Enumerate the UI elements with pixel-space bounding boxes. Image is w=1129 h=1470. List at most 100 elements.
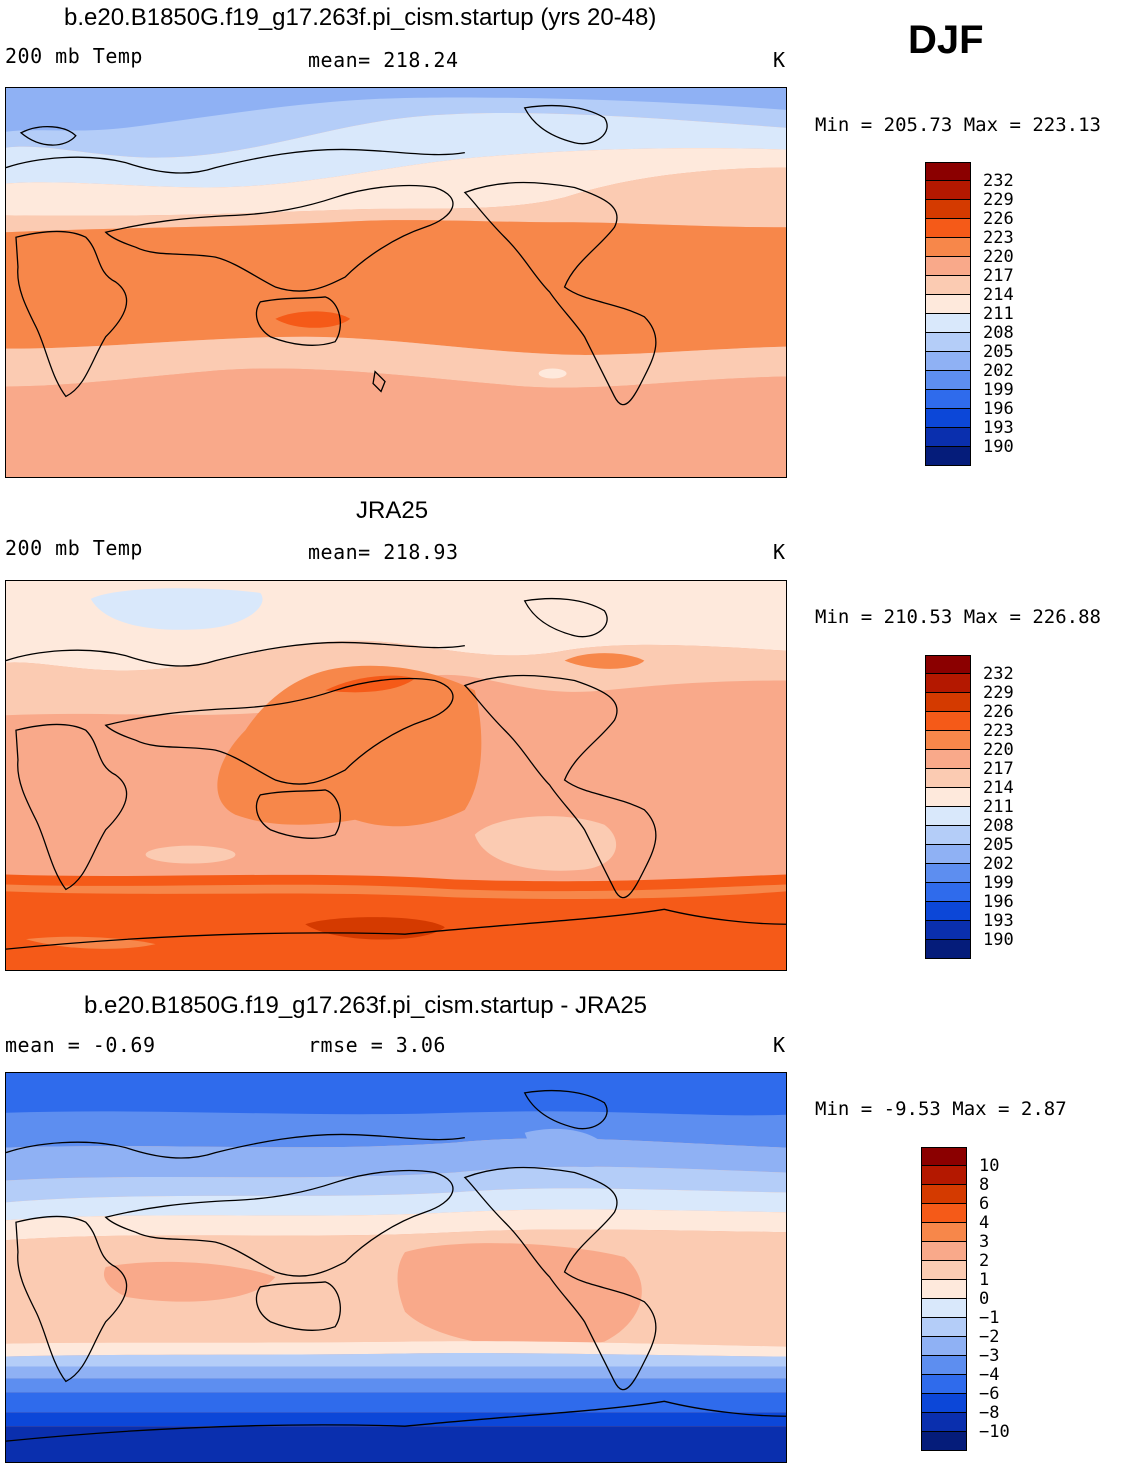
colorbar-tick-label: 226 (983, 702, 1014, 722)
colorbar-swatch (921, 1337, 967, 1356)
panel2-mean-label: mean= 218.93 (308, 540, 459, 564)
colorbar-tick-label: 205 (983, 835, 1014, 855)
colorbar-swatch (921, 1166, 967, 1185)
colorbar-tick-label: 199 (983, 380, 1014, 400)
colorbar-swatch (925, 769, 971, 788)
panel2-units-label: K (773, 540, 786, 564)
colorbar-swatch (921, 1375, 967, 1394)
colorbar-tick-label: −1 (979, 1308, 1000, 1328)
colorbar-tick-label: 0 (979, 1289, 990, 1309)
colorbar-swatch (925, 655, 971, 674)
panel1-minmax: Min = 205.73 Max = 223.13 (815, 114, 1101, 136)
colorbar-tick-label: −10 (979, 1422, 1010, 1442)
panel3-map (5, 1072, 787, 1463)
colorbar-tick-label: 2 (979, 1251, 990, 1271)
panel3-units-label: K (773, 1033, 786, 1057)
panel1-mean-label: mean= 218.24 (308, 48, 459, 72)
colorbar-tick-label: 8 (979, 1175, 990, 1195)
colorbar-tick-label: 217 (983, 266, 1014, 286)
panel1-colorbar (925, 162, 971, 466)
panel2-minmax: Min = 210.53 Max = 226.88 (815, 606, 1101, 628)
colorbar-tick-label: 229 (983, 683, 1014, 703)
colorbar-tick-label: 217 (983, 759, 1014, 779)
colorbar-swatch (925, 390, 971, 409)
colorbar-tick-label: 196 (983, 399, 1014, 419)
colorbar-swatch (921, 1185, 967, 1204)
colorbar-tick-label: 214 (983, 778, 1014, 798)
colorbar-tick-label: 205 (983, 342, 1014, 362)
panel1-map (5, 87, 787, 478)
colorbar-swatch (921, 1413, 967, 1432)
panel3-colorbar (921, 1147, 967, 1451)
panel2-title: JRA25 (356, 497, 429, 524)
colorbar-swatch (921, 1318, 967, 1337)
colorbar-tick-label: 226 (983, 209, 1014, 229)
colorbar-tick-label: 202 (983, 854, 1014, 874)
colorbar-swatch (921, 1261, 967, 1280)
colorbar-swatch (925, 428, 971, 447)
colorbar-tick-label: 223 (983, 721, 1014, 741)
colorbar-swatch (921, 1432, 967, 1451)
colorbar-swatch (921, 1242, 967, 1261)
colorbar-tick-label: 193 (983, 418, 1014, 438)
colorbar-tick-label: 1 (979, 1270, 990, 1290)
colorbar-tick-label: 214 (983, 285, 1014, 305)
colorbar-tick-label: 202 (983, 361, 1014, 381)
colorbar-tick-label: −8 (979, 1403, 1000, 1423)
colorbar-tick-label: 232 (983, 171, 1014, 191)
colorbar-swatch (921, 1147, 967, 1166)
colorbar-tick-label: 211 (983, 797, 1014, 817)
colorbar-tick-label: −6 (979, 1384, 1000, 1404)
colorbar-swatch (925, 447, 971, 466)
colorbar-swatch (925, 371, 971, 390)
colorbar-swatch (925, 731, 971, 750)
colorbar-tick-label: 232 (983, 664, 1014, 684)
colorbar-tick-label: 211 (983, 304, 1014, 324)
colorbar-tick-label: 208 (983, 816, 1014, 836)
colorbar-tick-label: 190 (983, 437, 1014, 457)
colorbar-swatch (925, 902, 971, 921)
colorbar-tick-label: 3 (979, 1232, 990, 1252)
colorbar-tick-label: 229 (983, 190, 1014, 210)
colorbar-tick-label: 196 (983, 892, 1014, 912)
colorbar-tick-label: −2 (979, 1327, 1000, 1347)
colorbar-tick-label: 208 (983, 323, 1014, 343)
panel2-map (5, 580, 787, 971)
colorbar-tick-label: −4 (979, 1365, 1000, 1385)
colorbar-swatch (925, 409, 971, 428)
colorbar-swatch (925, 712, 971, 731)
colorbar-swatch (925, 181, 971, 200)
colorbar-swatch (925, 238, 971, 257)
colorbar-tick-label: 6 (979, 1194, 990, 1214)
colorbar-swatch (921, 1394, 967, 1413)
colorbar-swatch (925, 333, 971, 352)
colorbar-swatch (925, 940, 971, 959)
colorbar-swatch (925, 257, 971, 276)
colorbar-swatch (925, 162, 971, 181)
colorbar-tick-label: −3 (979, 1346, 1000, 1366)
colorbar-tick-label: 4 (979, 1213, 990, 1233)
colorbar-tick-label: 10 (979, 1156, 1000, 1176)
panel1-units-label: K (773, 48, 786, 72)
colorbar-swatch (921, 1204, 967, 1223)
colorbar-swatch (925, 864, 971, 883)
colorbar-swatch (925, 200, 971, 219)
colorbar-tick-label: 220 (983, 740, 1014, 760)
colorbar-swatch (925, 788, 971, 807)
panel1-title: b.e20.B1850G.f19_g17.263f.pi_cism.startu… (64, 4, 657, 31)
colorbar-swatch (925, 750, 971, 769)
colorbar-swatch (921, 1356, 967, 1375)
panel3-minmax: Min = -9.53 Max = 2.87 (815, 1098, 1067, 1120)
panel2-variable-label: 200 mb Temp (5, 536, 143, 560)
colorbar-swatch (925, 352, 971, 371)
colorbar-swatch (921, 1223, 967, 1242)
colorbar-swatch (925, 276, 971, 295)
colorbar-swatch (925, 314, 971, 333)
colorbar-swatch (925, 826, 971, 845)
colorbar-swatch (925, 845, 971, 864)
colorbar-swatch (925, 295, 971, 314)
colorbar-tick-label: 220 (983, 247, 1014, 267)
colorbar-swatch (925, 219, 971, 238)
colorbar-swatch (925, 693, 971, 712)
panel1-variable-label: 200 mb Temp (5, 44, 143, 68)
